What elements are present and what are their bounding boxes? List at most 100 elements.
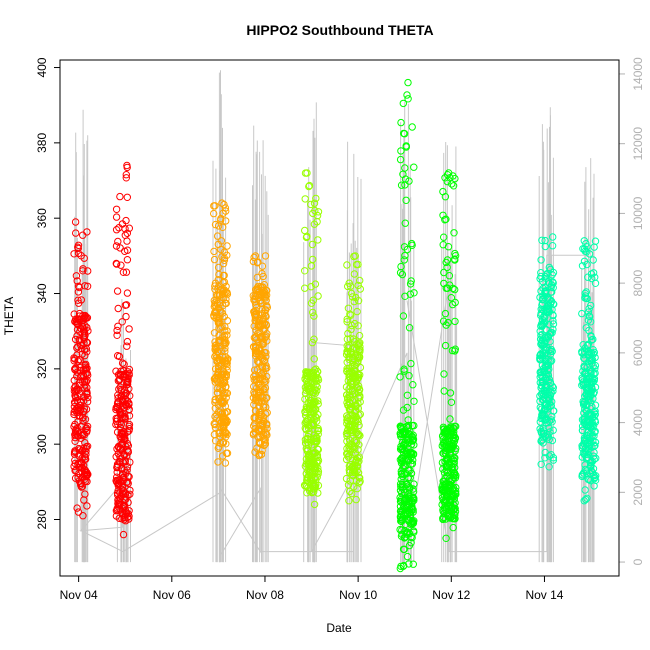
data-point	[120, 386, 129, 394]
data-point	[256, 426, 264, 435]
data-point	[345, 466, 353, 474]
data-point	[583, 243, 591, 251]
series-flight-5	[300, 169, 323, 509]
data-point	[549, 279, 557, 287]
data-point	[397, 442, 405, 451]
data-point	[114, 491, 122, 499]
data-point	[250, 414, 259, 422]
data-point	[121, 301, 130, 309]
data-point	[441, 429, 449, 437]
data-point	[410, 397, 418, 405]
data-point	[220, 373, 229, 381]
data-point	[251, 295, 259, 303]
data-point	[539, 295, 547, 304]
data-point	[439, 449, 447, 457]
data-point	[124, 377, 132, 385]
series-flight-9	[536, 233, 558, 471]
data-point	[258, 355, 267, 363]
data-point	[549, 268, 558, 277]
data-point	[548, 329, 556, 337]
data-point	[350, 252, 358, 261]
data-point	[586, 429, 595, 437]
data-point	[114, 237, 122, 246]
data-point	[584, 316, 593, 324]
data-point	[307, 461, 316, 469]
y2-tick-label-0: 0	[631, 558, 645, 565]
data-point	[356, 363, 365, 372]
data-point	[70, 310, 78, 318]
data-point	[345, 369, 353, 377]
data-point	[583, 341, 592, 350]
data-point	[399, 312, 408, 320]
data-point	[350, 297, 358, 306]
data-point	[588, 356, 597, 364]
data-point	[112, 226, 121, 234]
data-point	[401, 219, 409, 227]
data-point	[549, 233, 557, 241]
data-point	[112, 213, 121, 221]
data-point	[584, 308, 593, 316]
data-point	[219, 259, 228, 268]
data-point	[74, 241, 83, 250]
data-point	[356, 477, 364, 486]
data-point	[448, 180, 456, 188]
data-point	[347, 289, 356, 298]
data-point	[537, 287, 545, 295]
series-flight-2	[112, 161, 134, 539]
data-point	[210, 202, 218, 210]
data-point	[397, 147, 405, 155]
data-point	[589, 465, 598, 473]
data-point	[408, 241, 416, 250]
data-point	[345, 497, 353, 505]
data-point	[261, 252, 270, 260]
data-point	[580, 245, 589, 253]
data-point	[409, 560, 417, 568]
data-point	[449, 434, 457, 442]
data-point	[122, 174, 131, 182]
data-point	[348, 403, 356, 411]
data-point	[442, 258, 450, 267]
data-point	[222, 295, 230, 303]
data-point	[301, 436, 310, 444]
x-tick-label-3: Nov 10	[339, 588, 377, 602]
data-point	[396, 373, 404, 381]
data-point	[350, 483, 358, 491]
data-point	[251, 292, 259, 300]
data-point	[123, 402, 131, 410]
data-point	[442, 534, 450, 542]
x-tick-label-4: Nov 12	[432, 588, 470, 602]
data-point	[449, 172, 457, 180]
data-point	[591, 407, 599, 415]
data-point	[404, 452, 412, 460]
data-point	[260, 325, 269, 333]
data-point	[548, 242, 557, 250]
data-point	[343, 391, 351, 399]
data-point	[402, 142, 410, 150]
data-point	[348, 390, 357, 399]
data-point	[350, 445, 358, 453]
data-point	[404, 501, 412, 510]
data-point	[578, 374, 586, 382]
data-point	[546, 300, 555, 308]
data-point	[541, 236, 549, 245]
data-point	[549, 456, 558, 464]
data-point	[343, 450, 351, 458]
data-point	[346, 477, 354, 485]
data-point	[547, 416, 555, 424]
data-point	[211, 338, 219, 346]
data-point	[114, 304, 122, 313]
data-point	[305, 422, 313, 430]
data-point	[123, 229, 132, 238]
data-point	[450, 501, 458, 509]
data-point	[84, 393, 92, 402]
data-point	[78, 454, 86, 462]
data-point	[116, 453, 124, 461]
data-point	[307, 200, 315, 209]
data-point	[440, 387, 448, 395]
data-point	[114, 486, 122, 495]
data-point	[261, 333, 270, 342]
data-point	[251, 448, 259, 456]
altitude-layer	[74, 70, 595, 563]
data-point	[396, 155, 405, 164]
data-point	[120, 514, 128, 522]
